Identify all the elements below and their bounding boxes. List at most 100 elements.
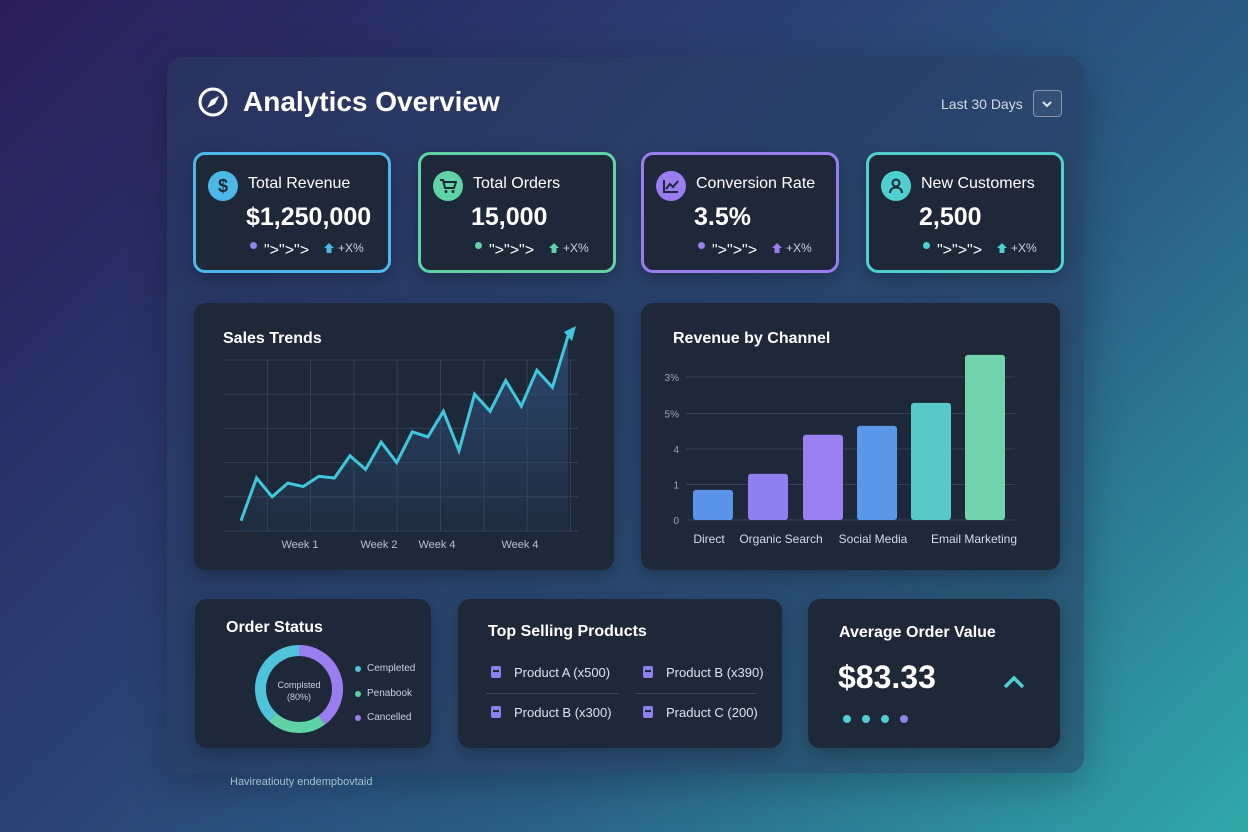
legend-item: Cancelled	[355, 706, 415, 731]
bar-social-media	[857, 425, 897, 520]
kpi-value: 15,000	[471, 203, 548, 231]
avg-order-dots	[843, 715, 908, 723]
date-range-label: Last 30 Days	[941, 95, 1023, 112]
arrow-up-icon	[549, 243, 559, 253]
bar-organic-search	[748, 473, 788, 520]
legend-item: Cempleted	[355, 657, 415, 682]
y-tick-label: 0	[673, 516, 679, 527]
kpi-change-text: +X%	[786, 241, 812, 255]
category-label: Organic Search	[739, 532, 822, 546]
donut-center-value: (80%)	[287, 692, 311, 702]
kpi-label: Conversion Rate	[696, 175, 816, 192]
page-header: Analytics Overview	[197, 86, 500, 118]
bar-unlabeled	[911, 402, 951, 520]
category-label: Direct	[693, 532, 725, 546]
x-tick-label: Week 4	[418, 539, 455, 551]
product-label: Praduct C (200)	[666, 704, 758, 720]
category-label: Social Media	[839, 532, 908, 546]
arrow-up-icon	[324, 243, 334, 253]
dollar-icon: $	[208, 171, 238, 201]
divider	[635, 693, 757, 694]
sales-trends-card: Sales Trends Week 1 Week 2 Week 4 Week 4	[194, 303, 614, 570]
kpi-change-text: +X%	[338, 241, 364, 255]
legend-label: Penabook	[367, 687, 413, 699]
kpi-value: 2,500	[919, 203, 982, 231]
y-tick-label: 4	[673, 445, 679, 456]
arrow-head	[564, 326, 576, 342]
footer-text: Havireatiouty endempbovtaid	[230, 776, 373, 788]
kpi-change: +X%	[324, 241, 364, 255]
product-item[interactable]: Product B (x390)	[640, 664, 764, 680]
dot	[881, 715, 889, 723]
kpi-change-text: +X%	[1011, 241, 1037, 255]
dot	[862, 715, 870, 723]
kpi-value: 3.5%	[694, 203, 751, 231]
kpi-card-total-orders[interactable]: Total Orders 15,000 ">">"> +X%	[418, 152, 616, 273]
kpi-label: Total Revenue	[248, 175, 351, 192]
revenue-by-channel-title: Revenue by Channel	[673, 330, 831, 347]
arrow-up-icon	[997, 243, 1007, 253]
order-status-title: Order Status	[226, 619, 323, 636]
y-tick-label: 3%	[665, 373, 680, 384]
revenue-by-channel-chart: 0 1 4 5% 3% Direct Organic Search Social Media E…	[665, 354, 1017, 546]
chart-icon	[656, 171, 686, 201]
legend-dot	[355, 666, 361, 673]
arrow-up-icon	[772, 243, 782, 253]
compass-icon	[198, 87, 228, 117]
product-label: Product B (x300)	[514, 704, 612, 720]
kpi-change: +X%	[549, 241, 589, 255]
kpi-card-conversion-rate[interactable]: Conversion Rate 3.5% ">">"> +X%	[641, 152, 839, 273]
page-title: Analytics Overview	[243, 86, 500, 117]
box-icon	[491, 666, 501, 678]
product-item[interactable]: Product B (x300)	[488, 704, 612, 720]
kpi-card-new-customers[interactable]: New Customers 2,500 ">">"> +X%	[866, 152, 1064, 273]
legend-label: Cempleted	[367, 663, 416, 674]
chevron-down-icon[interactable]	[1032, 90, 1062, 117]
x-tick-label: Week 2	[360, 539, 397, 551]
x-tick-label: Week 4	[501, 539, 538, 551]
category-label: Email Marketing	[931, 532, 1017, 546]
product-label: Product A (x500)	[514, 664, 611, 680]
avg-order-value: $83.33	[838, 659, 936, 695]
order-status-card: Order Status Complsted (80%) Cempleted Pen…	[195, 599, 431, 748]
cart-icon	[433, 171, 463, 201]
top-products-title: Top Selling Products	[488, 623, 647, 640]
package-icon	[643, 666, 653, 678]
legend-item: Penabook	[355, 682, 415, 707]
kpi-dots: ">">">	[698, 242, 757, 260]
dot	[900, 715, 908, 723]
group-icon	[643, 706, 653, 718]
order-status-donut: Complsted (80%)	[255, 645, 343, 733]
tag-icon	[491, 706, 501, 718]
kpi-change: +X%	[997, 241, 1037, 255]
kpi-label: Total Orders	[473, 175, 561, 192]
kpi-card-total-revenue[interactable]: $ Total Revenue $1,250,000 ">">"> +X%	[193, 152, 391, 273]
x-tick-label: Week 1	[281, 539, 318, 551]
donut-slice-cancelled	[298, 645, 343, 725]
legend-dot	[355, 690, 361, 697]
kpi-dots: ">">">	[475, 242, 534, 260]
donut-center-label: Complsted	[277, 680, 320, 690]
kpi-value: $1,250,000	[246, 203, 372, 231]
dot	[843, 715, 851, 723]
sales-trends-title: Sales Trends	[223, 330, 322, 347]
bar-email-marketing	[965, 354, 1005, 520]
chevron-up-icon	[1003, 675, 1025, 689]
bar-unlabeled	[803, 434, 843, 520]
kpi-change-text: +X%	[563, 241, 589, 255]
donut-slice-penabook	[268, 712, 325, 733]
donut-slice-cempleted	[255, 645, 300, 722]
kpi-dots: ">">">	[923, 242, 982, 260]
bar-direct	[693, 489, 733, 520]
product-item[interactable]: Product A (x500)	[488, 664, 610, 680]
top-products-card: Top Selling Products Product A (x500) Pro…	[458, 599, 782, 748]
kpi-label: New Customers	[921, 175, 1035, 192]
order-status-legend: Cempleted Penabook Cancelled	[355, 657, 415, 731]
legend-dot	[355, 715, 361, 722]
kpi-change: +X%	[772, 241, 812, 255]
date-range-select[interactable]: Last 30 Days	[941, 90, 1062, 117]
divider	[486, 693, 619, 694]
product-item[interactable]: Praduct C (200)	[640, 704, 758, 720]
y-tick-label: 1	[673, 481, 679, 492]
product-label: Product B (x390)	[666, 664, 764, 680]
